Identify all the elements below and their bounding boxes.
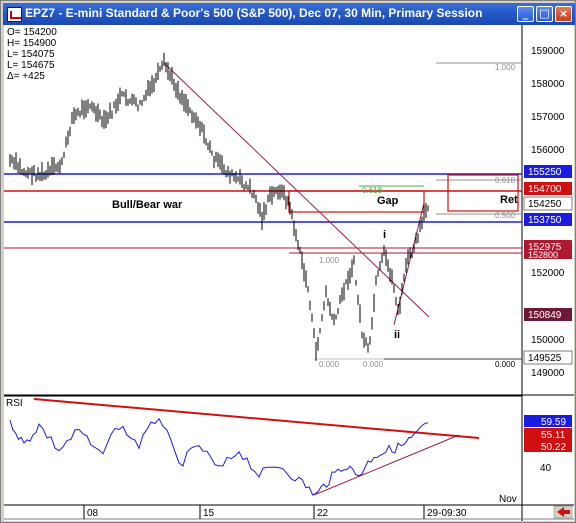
price-tick-158000: 158000 bbox=[531, 79, 565, 90]
price-tag-150849: 150849 bbox=[528, 310, 562, 321]
rsi-resistance-trendline[interactable] bbox=[33, 398, 480, 439]
rsi-tag-50-22-bg bbox=[524, 440, 572, 452]
time-label-22: 22 bbox=[317, 508, 329, 519]
price-tick-152000: 152000 bbox=[531, 268, 565, 279]
fib-label-618-mid: 0.618 bbox=[362, 186, 383, 195]
ret-box[interactable] bbox=[447, 174, 519, 212]
rsi-support-trendline[interactable] bbox=[313, 434, 460, 496]
time-label-08: 08 bbox=[87, 508, 99, 519]
price-tag-152975-bg bbox=[524, 240, 572, 253]
rsi-line bbox=[9, 417, 429, 496]
price-tag-152975: 152975 bbox=[528, 242, 562, 253]
time-label-15: 15 bbox=[203, 508, 215, 519]
ohlc-low: L= 154075 bbox=[7, 49, 55, 60]
price-tag-150849-bg bbox=[524, 308, 572, 321]
price-tag-153750-bg bbox=[524, 213, 572, 226]
rsi-tag-59-59-bg bbox=[524, 415, 572, 427]
close-button[interactable]: × bbox=[555, 6, 572, 22]
ohlc-last: L= 154675 bbox=[7, 60, 55, 71]
rsi-tag-55-11: 55.11 bbox=[541, 430, 566, 441]
price-tick-157000: 157000 bbox=[531, 112, 565, 123]
rsi-tag-55-11-bg bbox=[524, 428, 572, 440]
gap-box[interactable] bbox=[288, 190, 425, 213]
rsi-tag-50-22: 50.22 bbox=[541, 442, 566, 453]
gap-annotation: Gap bbox=[377, 195, 399, 207]
fib-label-618-right: 0.618 bbox=[495, 176, 516, 185]
price-tag-154700-bg bbox=[524, 182, 572, 195]
fib-label-500-right: 0.500 bbox=[495, 211, 516, 220]
fib-label-top: 1.000 bbox=[495, 63, 516, 72]
bull-bear-annotation: Bull/Bear war bbox=[112, 199, 183, 211]
fib-label-low-1: 0.000 bbox=[319, 360, 340, 369]
price-bars bbox=[9, 52, 429, 361]
wave-i-label: i bbox=[383, 229, 386, 241]
price-tick-156000: 156000 bbox=[531, 145, 565, 156]
rsi-tag-59-59: 59.59 bbox=[541, 417, 566, 428]
price-tag-155250: 155250 bbox=[528, 167, 562, 178]
downtrend-line[interactable] bbox=[163, 62, 430, 318]
price-chart[interactable]: O= 154200 H= 154900 L= 154075 L= 154675 … bbox=[4, 25, 574, 521]
price-tag-152800: 152800 bbox=[528, 250, 558, 260]
price-tag-152800-bg bbox=[524, 250, 572, 259]
chart-background bbox=[4, 25, 574, 521]
ohlc-open: O= 154200 bbox=[7, 27, 57, 38]
title-bar[interactable]: EPZ7 - E-mini Standard & Poor's 500 (S&P… bbox=[3, 3, 575, 25]
price-tag-149525: 149525 bbox=[528, 353, 562, 364]
price-tag-154250-bg bbox=[523, 196, 573, 211]
window-title: EPZ7 - E-mini Standard & Poor's 500 (S&P… bbox=[25, 6, 483, 20]
price-tick-159000: 159000 bbox=[531, 46, 565, 57]
price-tag-155250-bg bbox=[524, 165, 572, 178]
wave-ii-label: ii bbox=[394, 329, 400, 341]
time-label-29: 29-09:30 bbox=[427, 508, 467, 519]
rsi-tick-40: 40 bbox=[540, 463, 552, 474]
ret-annotation: Ret bbox=[500, 194, 518, 206]
price-tag-149525-bg bbox=[523, 350, 573, 365]
uptrend-line-steep[interactable] bbox=[393, 202, 425, 326]
price-tag-153750: 153750 bbox=[528, 215, 562, 226]
time-month-label: Nov bbox=[499, 494, 517, 505]
price-tag-154700: 154700 bbox=[528, 184, 562, 195]
minimize-button[interactable]: _ bbox=[517, 6, 534, 22]
ohlc-box: O= 154200 H= 154900 L= 154075 L= 154675 … bbox=[4, 25, 78, 82]
maximize-button[interactable]: □ bbox=[536, 6, 553, 22]
scroll-right-arrow-icon[interactable] bbox=[553, 505, 573, 519]
chart-app-icon bbox=[7, 7, 22, 22]
fib-label-wave: 1.000 bbox=[319, 256, 340, 265]
rsi-label: RSI bbox=[6, 398, 23, 409]
ohlc-change: Δ= +425 bbox=[7, 71, 45, 82]
ohlc-high: H= 154900 bbox=[7, 38, 57, 49]
price-tick-149000: 149000 bbox=[531, 368, 565, 379]
fib-label-low-2: 0.000 bbox=[363, 360, 384, 369]
fib-label-low-right: 0.000 bbox=[495, 360, 516, 369]
price-tick-150000: 150000 bbox=[531, 335, 565, 346]
price-tag-154250: 154250 bbox=[528, 199, 562, 210]
